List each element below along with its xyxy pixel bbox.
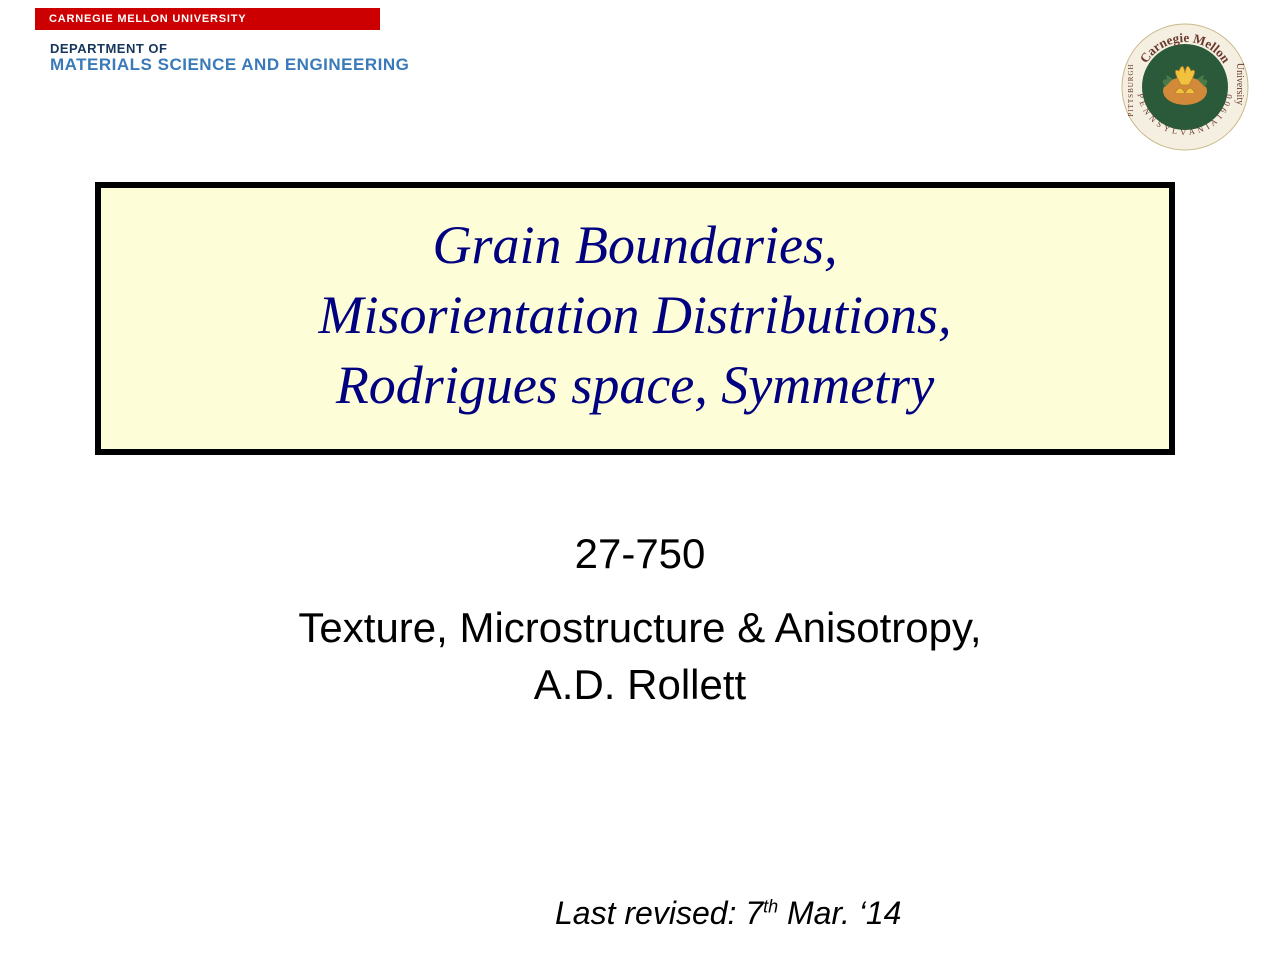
revised-prefix: Last revised: 7 — [555, 895, 763, 931]
university-bar-text: CARNEGIE MELLON UNIVERSITY — [49, 13, 246, 25]
title-box: Grain Boundaries, Misorientation Distrib… — [95, 182, 1175, 455]
department-block: DEPARTMENT OF MATERIALS SCIENCE AND ENGI… — [50, 42, 409, 75]
title-line-2: Misorientation Distributions, — [121, 280, 1149, 350]
title-line-3: Rodrigues space, Symmetry — [121, 350, 1149, 420]
revised-suffix: Mar. ‘14 — [778, 895, 901, 931]
university-seal-icon: Carnegie Mellon P E N N S Y L V A N I A … — [1120, 22, 1250, 152]
subtitle-block: 27-750 Texture, Microstructure & Anisotr… — [0, 530, 1280, 713]
dept-line-1: DEPARTMENT OF — [50, 42, 409, 56]
course-name-line-1: Texture, Microstructure & Anisotropy, — [0, 600, 1280, 657]
dept-line-2: MATERIALS SCIENCE AND ENGINEERING — [50, 56, 409, 75]
title-line-1: Grain Boundaries, — [121, 210, 1149, 280]
revised-sup: th — [763, 896, 778, 916]
course-number: 27-750 — [0, 530, 1280, 578]
last-revised: Last revised: 7th Mar. ‘14 — [555, 895, 901, 932]
university-bar: CARNEGIE MELLON UNIVERSITY — [35, 8, 380, 30]
course-name-line-2: A.D. Rollett — [0, 657, 1280, 714]
svg-text:PITTSBURGH: PITTSBURGH — [1127, 63, 1135, 116]
svg-text:University: University — [1234, 63, 1245, 105]
